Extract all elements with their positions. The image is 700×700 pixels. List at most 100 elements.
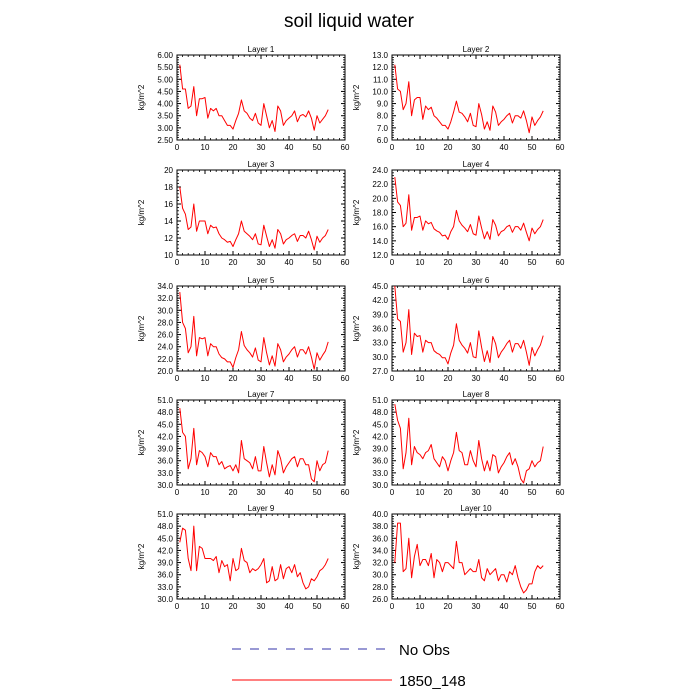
y-tick-label: 24.0 (372, 166, 388, 175)
y-tick-label: 32.0 (372, 559, 388, 568)
y-tick-label: 33.0 (372, 339, 388, 348)
panel-layer-7: Layer 7 kg/m^2 0 10 20 30 40 50 60 30.0 33.0 36.0 39… (137, 390, 350, 497)
y-tick-label: 39.0 (372, 445, 388, 454)
x-tick-label: 0 (175, 374, 180, 383)
y-tick-label: 6.00 (157, 51, 173, 60)
y-axis-label: kg/m^2 (137, 199, 146, 225)
y-tick-label: 26.0 (157, 331, 173, 340)
y-tick-label: 30.0 (157, 306, 173, 315)
y-axis-label: kg/m^2 (352, 199, 361, 225)
panel-layer-5: Layer 5 kg/m^2 0 10 20 30 40 50 60 20.0 22.0 24.0 26… (137, 276, 350, 383)
y-tick-label: 30.0 (157, 481, 173, 490)
panel-title: Layer 10 (460, 504, 492, 513)
x-tick-label: 50 (528, 143, 537, 152)
x-tick-label: 30 (472, 258, 481, 267)
x-tick-label: 40 (500, 143, 509, 152)
y-tick-label: 20.0 (372, 194, 388, 203)
x-tick-label: 40 (285, 602, 294, 611)
plot-frame (176, 399, 346, 486)
panel-layer-6: Layer 6 kg/m^2 0 10 20 30 40 50 60 27.0 30.0 33.0 36… (352, 276, 565, 383)
x-tick-label: 0 (175, 488, 180, 497)
panel-layer-10: Layer 10 kg/m^2 0 10 20 30 40 50 60 26.0 28.0 30.0 3… (352, 504, 565, 611)
y-tick-label: 30.0 (372, 353, 388, 362)
x-tick-label: 30 (257, 374, 266, 383)
x-tick-label: 50 (313, 488, 322, 497)
x-tick-label: 0 (390, 143, 395, 152)
y-axis-label: kg/m^2 (352, 84, 361, 110)
x-tick-label: 50 (313, 602, 322, 611)
y-tick-label: 10 (164, 251, 173, 260)
y-tick-label: 7.0 (377, 124, 389, 133)
y-tick-label: 32.0 (157, 294, 173, 303)
panel-title: Layer 5 (248, 276, 275, 285)
plot-frame (391, 399, 561, 486)
series-line-1850-148 (179, 408, 329, 483)
series-line-1850-148 (394, 522, 544, 594)
y-tick-label: 9.0 (377, 100, 389, 109)
legend-label-no-obs: No Obs (399, 642, 450, 659)
x-tick-label: 50 (313, 143, 322, 152)
x-tick-label: 0 (175, 143, 180, 152)
x-tick-label: 30 (472, 143, 481, 152)
x-tick-label: 30 (257, 143, 266, 152)
y-tick-label: 18 (164, 183, 173, 192)
x-tick-label: 0 (390, 374, 395, 383)
panel-title: Layer 6 (463, 276, 490, 285)
x-tick-label: 60 (341, 143, 350, 152)
y-tick-label: 3.00 (157, 124, 173, 133)
x-tick-label: 10 (416, 258, 425, 267)
y-axis-label: kg/m^2 (352, 429, 361, 455)
plot-frame (391, 169, 561, 256)
x-tick-label: 10 (416, 374, 425, 383)
series-line-1850-148 (394, 64, 544, 134)
panels: Layer 1kg/m^20 10 20 30 40 50 602.503.003.504.… (137, 45, 565, 611)
x-tick-label: 0 (390, 602, 395, 611)
x-tick-label: 20 (229, 143, 238, 152)
y-tick-label: 48.0 (157, 522, 173, 531)
x-tick-label: 30 (257, 258, 266, 267)
y-tick-label: 42.0 (372, 432, 388, 441)
x-tick-label: 30 (472, 374, 481, 383)
series-line-1850-148 (179, 292, 329, 370)
y-tick-label: 36.0 (372, 325, 388, 334)
series-line-1850-148 (394, 285, 544, 366)
legend: No Obs 1850_148 (232, 642, 466, 690)
y-tick-label: 10.0 (372, 87, 388, 96)
y-tick-label: 45.0 (372, 420, 388, 429)
series-line-1850-148 (179, 525, 329, 590)
x-tick-label: 10 (416, 602, 425, 611)
panel-title: Layer 4 (463, 160, 490, 169)
y-tick-label: 20.0 (157, 367, 173, 376)
y-tick-label: 6.0 (377, 136, 389, 145)
x-tick-label: 40 (285, 374, 294, 383)
x-tick-label: 60 (341, 258, 350, 267)
x-tick-label: 50 (528, 374, 537, 383)
y-tick-label: 30.0 (372, 571, 388, 580)
y-tick-label: 42.0 (372, 296, 388, 305)
y-tick-label: 33.0 (372, 469, 388, 478)
y-axis-label: kg/m^2 (137, 543, 146, 569)
y-tick-label: 2.50 (157, 136, 173, 145)
y-axis-label: kg/m^2 (137, 84, 146, 110)
panel-title: Layer 3 (248, 160, 275, 169)
y-tick-label: 12.0 (372, 251, 388, 260)
y-tick-label: 4.00 (157, 100, 173, 109)
y-tick-label: 51.0 (157, 510, 173, 519)
x-tick-label: 20 (229, 374, 238, 383)
x-tick-label: 20 (444, 374, 453, 383)
x-tick-label: 0 (390, 488, 395, 497)
panel-title: Layer 8 (463, 390, 490, 399)
x-tick-label: 40 (500, 488, 509, 497)
y-tick-label: 28.0 (157, 318, 173, 327)
y-tick-label: 36.0 (157, 571, 173, 580)
y-tick-label: 5.50 (157, 63, 173, 72)
x-tick-label: 20 (444, 258, 453, 267)
y-tick-label: 45.0 (157, 534, 173, 543)
x-tick-label: 10 (201, 488, 210, 497)
y-tick-label: 24.0 (157, 343, 173, 352)
y-tick-label: 14 (164, 217, 173, 226)
y-tick-label: 18.0 (372, 209, 388, 218)
x-tick-label: 30 (472, 488, 481, 497)
y-tick-label: 39.0 (157, 445, 173, 454)
